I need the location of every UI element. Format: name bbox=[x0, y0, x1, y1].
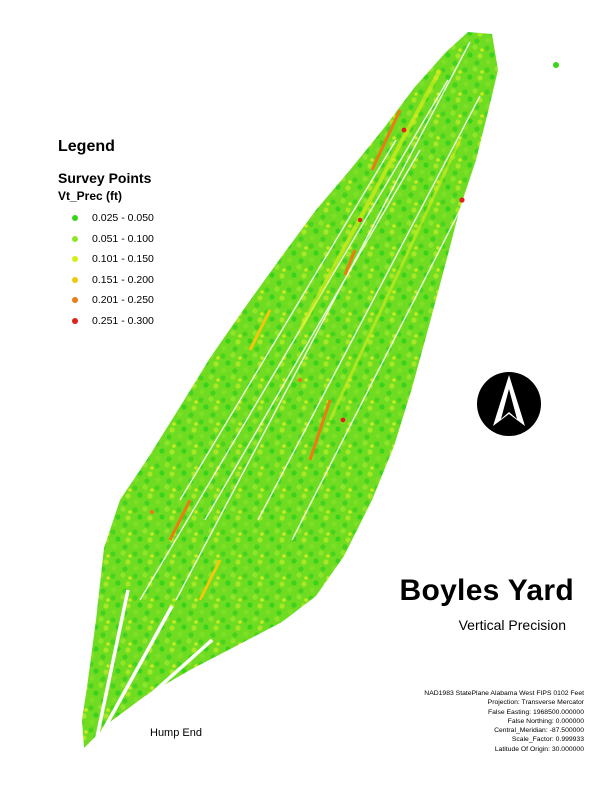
precision-highlights bbox=[149, 69, 465, 601]
projection-line: False Northing: 0.000000 bbox=[507, 717, 584, 725]
legend-class-label: 0.051 - 0.100 bbox=[92, 232, 154, 245]
projection-info: NAD1983 StatePlane Alabama West FIPS 010… bbox=[424, 689, 584, 754]
map-title: Boyles Yard bbox=[399, 574, 574, 607]
isolated-survey-point bbox=[553, 62, 559, 68]
legend-class-label: 0.101 - 0.150 bbox=[92, 253, 154, 266]
legend-symbol-icon bbox=[72, 235, 78, 242]
legend-layer-name: Survey Points bbox=[58, 170, 152, 186]
legend-title: Legend bbox=[58, 138, 115, 155]
legend-class-row: 0.251 - 0.300 bbox=[58, 311, 154, 332]
track-fan-lines bbox=[94, 589, 269, 743]
legend-class-row: 0.201 - 0.250 bbox=[58, 290, 154, 311]
projection-line: Latitude Of Origin: 30.000000 bbox=[494, 745, 584, 753]
projection-line: False Easting: 1968500.000000 bbox=[488, 708, 584, 716]
legend-field-name: Vt_Prec (ft) bbox=[58, 189, 123, 203]
legend-class-row: 0.101 - 0.150 bbox=[58, 249, 154, 270]
legend-class-row: 0.151 - 0.200 bbox=[58, 270, 154, 291]
legend-class-label: 0.025 - 0.050 bbox=[92, 212, 154, 225]
legend-class-list: 0.025 - 0.050 0.051 - 0.100 0.101 - 0.150 0… bbox=[58, 208, 154, 331]
yard-survey-area bbox=[82, 32, 498, 748]
legend-class-label: 0.201 - 0.250 bbox=[92, 294, 154, 307]
map-subtitle: Vertical Precision bbox=[458, 617, 566, 633]
legend-class-row: 0.051 - 0.100 bbox=[58, 229, 154, 250]
legend-class-label: 0.151 - 0.200 bbox=[92, 273, 154, 286]
legend-symbol-icon bbox=[72, 215, 78, 222]
legend-symbol-icon bbox=[72, 256, 78, 263]
legend-class-row: 0.025 - 0.050 bbox=[58, 208, 154, 229]
projection-line: Scale_Factor: 0.999933 bbox=[511, 736, 584, 744]
legend: Legend Survey Points Vt_Prec (ft) 0.025 … bbox=[58, 138, 154, 331]
legend-symbol-icon bbox=[72, 276, 78, 283]
track-gap-lines bbox=[139, 41, 481, 601]
projection-line: Central_Meridian: -87.500000 bbox=[494, 727, 584, 735]
projection-line: Projection: Transverse Mercator bbox=[487, 699, 584, 707]
north-arrow-icon bbox=[477, 372, 541, 436]
projection-line: NAD1983 StatePlane Alabama West FIPS 010… bbox=[424, 690, 584, 697]
hump-end-label: Hump End bbox=[150, 727, 202, 739]
legend-symbol-icon bbox=[72, 317, 78, 324]
legend-class-label: 0.251 - 0.300 bbox=[92, 314, 154, 327]
legend-symbol-icon bbox=[72, 297, 78, 304]
